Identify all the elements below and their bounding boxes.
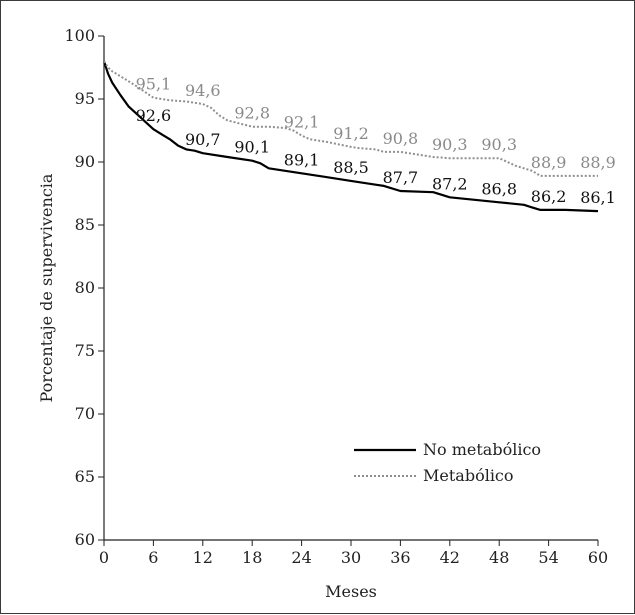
axes: 60 65 70 75 80 85 90 95 100 0 6 12 18 24 30 36 42 48 54 60 M… <box>37 26 608 601</box>
data-label-s1-36: 90,8 <box>383 129 419 148</box>
data-label-s0-54: 86,2 <box>531 187 567 206</box>
x-tick-label-60: 60 <box>588 548 608 567</box>
x-tick-label-12: 12 <box>193 548 213 567</box>
x-tick-label-54: 54 <box>538 548 558 567</box>
data-label-s1-54: 88,9 <box>531 153 567 172</box>
y-tick-label-65: 65 <box>75 467 95 486</box>
legend: No metabólico Metabólico <box>354 440 541 485</box>
data-label-s0-30: 88,5 <box>333 158 369 177</box>
x-tick-label-42: 42 <box>440 548 460 567</box>
data-label-s0-18: 90,1 <box>234 138 270 157</box>
y-tick-label-85: 85 <box>75 215 95 234</box>
data-label-s0-6: 92,6 <box>136 106 172 125</box>
data-label-s1-48: 90,3 <box>481 135 517 154</box>
y-tick-label-100: 100 <box>64 26 95 45</box>
x-axis-title: Meses <box>325 582 377 601</box>
x-tick-label-18: 18 <box>242 548 262 567</box>
data-label-s0-60: 86,1 <box>580 188 616 207</box>
data-label-s1-42: 90,3 <box>432 135 468 154</box>
series-line-1 <box>103 60 598 177</box>
data-label-s0-12: 90,7 <box>185 130 221 149</box>
data-label-s0-42: 87,2 <box>432 174 468 193</box>
legend-label-0: No metabólico <box>423 440 541 459</box>
y-tick-label-70: 70 <box>75 404 95 423</box>
x-tick-label-30: 30 <box>341 548 361 567</box>
legend-label-1: Metabólico <box>423 466 514 485</box>
y-tick-label-80: 80 <box>75 278 95 297</box>
x-tick-label-36: 36 <box>390 548 410 567</box>
data-label-s0-36: 87,7 <box>383 168 419 187</box>
y-tick-label-90: 90 <box>75 152 95 171</box>
x-tick-label-6: 6 <box>148 548 158 567</box>
data-label-s1-30: 91,2 <box>333 124 369 143</box>
y-tick-label-95: 95 <box>75 89 95 108</box>
data-label-s1-12: 94,6 <box>185 81 221 100</box>
y-axis-title: Porcentaje de supervivencia <box>37 173 56 402</box>
y-tick-label-60: 60 <box>75 530 95 549</box>
data-labels: 92,6 90,7 90,1 89,1 88,5 87,7 87,2 86,8 86,2 86,1… <box>136 75 616 207</box>
data-label-s1-60: 88,9 <box>580 153 616 172</box>
data-label-s1-6: 95,1 <box>136 75 172 94</box>
data-label-s0-24: 89,1 <box>284 150 320 169</box>
x-tick-label-0: 0 <box>99 548 109 567</box>
data-label-s0-48: 86,8 <box>481 179 517 198</box>
data-label-s1-18: 92,8 <box>234 104 270 123</box>
x-tick-label-24: 24 <box>291 548 311 567</box>
x-tick-label-48: 48 <box>489 548 509 567</box>
data-label-s1-24: 92,1 <box>284 113 320 132</box>
y-tick-label-75: 75 <box>75 341 95 360</box>
series-line-0 <box>102 60 599 213</box>
series-group <box>102 60 599 213</box>
